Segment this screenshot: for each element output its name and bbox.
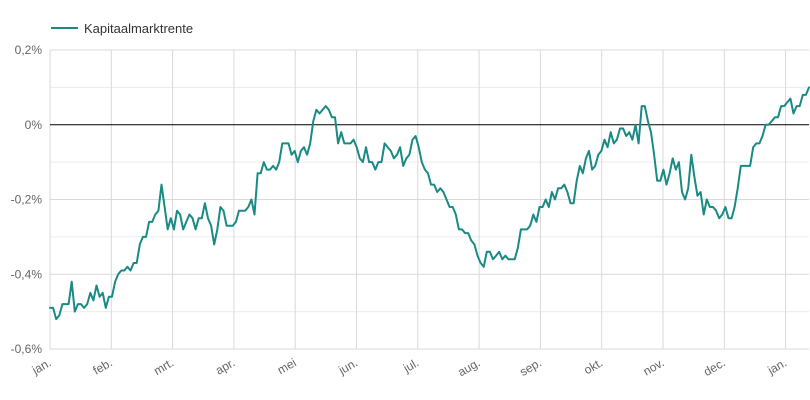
legend-label: Kapitaalmarktrente xyxy=(84,21,193,36)
gridlines xyxy=(49,49,809,350)
y-tick-label: -0,4% xyxy=(11,267,43,281)
x-tick-label: jul. xyxy=(400,355,421,375)
y-tick-label: -0,6% xyxy=(11,342,43,356)
x-tick-label: jan. xyxy=(764,355,789,377)
x-tick-label: dec. xyxy=(701,355,728,378)
x-tick-label: apr. xyxy=(213,355,237,377)
series-layer xyxy=(49,86,810,321)
x-tick-label: mrt. xyxy=(151,355,176,377)
y-tick-label: 0% xyxy=(25,118,43,132)
x-tick-label: sep. xyxy=(517,355,544,378)
y-axis-tick-labels: 0,2% 0% -0,2% -0,4% -0,6% xyxy=(11,43,43,356)
x-tick-label: mei xyxy=(275,355,299,377)
series-line[interactable] xyxy=(49,86,810,321)
x-tick-label: jun. xyxy=(335,355,360,377)
y-tick-label: -0,2% xyxy=(11,193,43,207)
x-axis-tick-labels: jan. feb. mrt. apr. mei jun. jul. aug. sep. okt. n… xyxy=(29,355,789,379)
x-tick-label: okt. xyxy=(581,355,605,377)
y-tick-label: 0,2% xyxy=(15,43,43,57)
x-tick-label: jan. xyxy=(29,355,54,377)
x-tick-label: feb. xyxy=(90,355,114,377)
x-tick-label: aug. xyxy=(455,355,482,379)
x-tick-label: nov. xyxy=(641,355,667,378)
legend[interactable]: Kapitaalmarktrente xyxy=(51,21,193,36)
